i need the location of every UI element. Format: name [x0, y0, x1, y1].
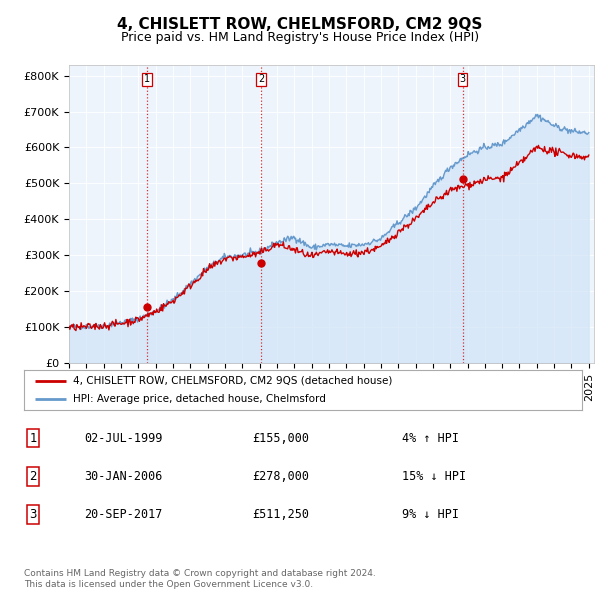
- Text: 2: 2: [258, 74, 264, 84]
- Text: 15% ↓ HPI: 15% ↓ HPI: [402, 470, 466, 483]
- Text: 02-JUL-1999: 02-JUL-1999: [84, 432, 163, 445]
- Text: Price paid vs. HM Land Registry's House Price Index (HPI): Price paid vs. HM Land Registry's House …: [121, 31, 479, 44]
- Text: Contains HM Land Registry data © Crown copyright and database right 2024.
This d: Contains HM Land Registry data © Crown c…: [24, 569, 376, 589]
- Text: 3: 3: [460, 74, 466, 84]
- Text: 4, CHISLETT ROW, CHELMSFORD, CM2 9QS (detached house): 4, CHISLETT ROW, CHELMSFORD, CM2 9QS (de…: [73, 376, 392, 386]
- Text: 4, CHISLETT ROW, CHELMSFORD, CM2 9QS: 4, CHISLETT ROW, CHELMSFORD, CM2 9QS: [118, 17, 482, 31]
- Text: 30-JAN-2006: 30-JAN-2006: [84, 470, 163, 483]
- Text: 4% ↑ HPI: 4% ↑ HPI: [402, 432, 459, 445]
- Text: 1: 1: [144, 74, 150, 84]
- Text: HPI: Average price, detached house, Chelmsford: HPI: Average price, detached house, Chel…: [73, 394, 326, 404]
- Text: 2: 2: [29, 470, 37, 483]
- Text: £511,250: £511,250: [252, 508, 309, 521]
- Text: 20-SEP-2017: 20-SEP-2017: [84, 508, 163, 521]
- Text: 3: 3: [29, 508, 37, 521]
- Text: £155,000: £155,000: [252, 432, 309, 445]
- Text: 1: 1: [29, 432, 37, 445]
- Text: £278,000: £278,000: [252, 470, 309, 483]
- Text: 9% ↓ HPI: 9% ↓ HPI: [402, 508, 459, 521]
